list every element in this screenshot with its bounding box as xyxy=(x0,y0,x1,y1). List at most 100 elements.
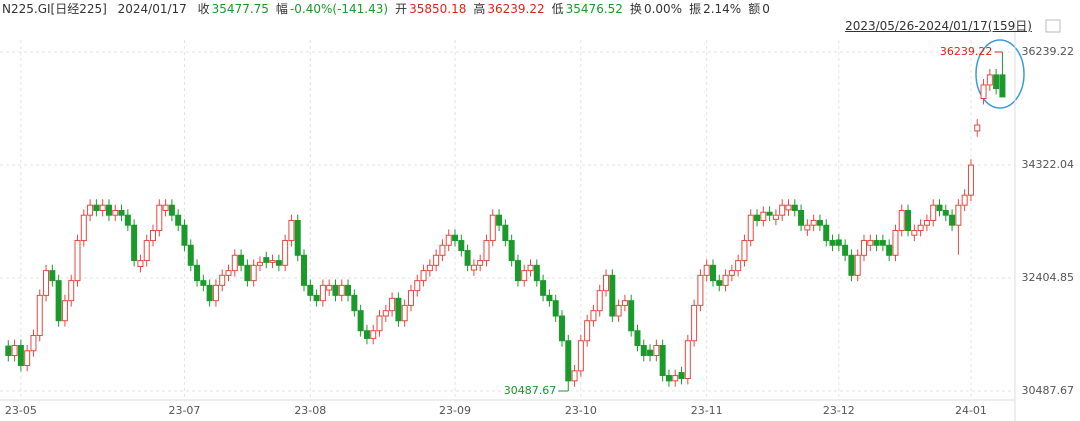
candle-body xyxy=(684,340,691,379)
date: 2024/01/17 xyxy=(117,2,187,16)
candle-body xyxy=(439,244,446,256)
candle-body xyxy=(407,290,414,306)
candle-body xyxy=(942,209,949,216)
candle-body xyxy=(879,240,886,246)
candle-body xyxy=(5,345,12,356)
x-tick-label: 23-11 xyxy=(691,404,723,417)
x-tick-label: 23-07 xyxy=(168,404,200,417)
candle-body xyxy=(640,344,647,356)
candle-body xyxy=(816,220,823,226)
candle-body xyxy=(319,284,326,302)
candle-body xyxy=(357,310,364,332)
candle-body xyxy=(244,264,251,282)
candle-body xyxy=(74,240,81,282)
candle-body xyxy=(483,240,490,262)
field-value: 36239.22 xyxy=(487,2,545,16)
candle-body xyxy=(502,224,509,242)
candle-body xyxy=(68,280,75,302)
candle-body xyxy=(30,334,37,352)
candle-body xyxy=(628,300,635,332)
candle-body xyxy=(181,224,188,246)
candle-body xyxy=(433,254,440,266)
y-tick-label: 36239.22 xyxy=(1022,45,1075,58)
x-tick-label: 23-08 xyxy=(294,404,326,417)
candle-body xyxy=(911,230,918,236)
candle-body xyxy=(250,264,257,282)
candle-body xyxy=(24,350,31,367)
candle-body xyxy=(955,204,962,226)
candle-body xyxy=(370,330,377,339)
candle-body xyxy=(420,270,427,282)
candle-body xyxy=(609,274,616,317)
candle-body xyxy=(527,264,534,272)
candle-body xyxy=(307,284,314,296)
candle-body xyxy=(288,220,295,242)
field-label: 开 xyxy=(395,2,408,16)
candle-body xyxy=(351,294,358,312)
settings-icon[interactable] xyxy=(1045,19,1061,33)
candle-body xyxy=(282,240,289,266)
candle-body xyxy=(477,260,484,266)
candle-body xyxy=(999,74,1006,98)
candle-body xyxy=(892,230,899,256)
x-tick-label: 23-05 xyxy=(5,404,37,417)
candle-body xyxy=(741,240,748,262)
candle-body xyxy=(426,264,433,272)
candle-body xyxy=(986,74,993,86)
candle-body xyxy=(558,315,565,342)
candle-body xyxy=(521,270,528,282)
candle-body xyxy=(49,270,56,282)
quote-field: 高 36239.22 xyxy=(473,2,544,16)
candle-body xyxy=(873,240,880,246)
candle-body xyxy=(854,254,861,276)
candle-body xyxy=(11,344,18,356)
y-tick-label: 32404.85 xyxy=(1022,271,1075,284)
candle-body xyxy=(382,310,389,317)
y-tick-label: 34322.04 xyxy=(1022,158,1075,171)
candle-body xyxy=(722,274,729,286)
candle-body xyxy=(389,297,396,312)
candle-body xyxy=(709,264,716,282)
candle-body xyxy=(150,230,157,242)
candle-body xyxy=(401,304,408,322)
date-range[interactable]: 2023/05/26-2024/01/17(159日) xyxy=(845,19,1032,33)
min-label: 30487.67 xyxy=(504,384,557,397)
candle-body xyxy=(458,240,465,252)
candle-body xyxy=(980,84,987,99)
candle-body xyxy=(747,214,754,242)
candle-body xyxy=(772,214,779,220)
candle-body xyxy=(175,214,182,226)
candle-body xyxy=(294,220,301,256)
candle-body xyxy=(659,344,666,377)
candle-body xyxy=(697,274,704,306)
candle-body xyxy=(470,264,477,271)
field-value: 35850.18 xyxy=(409,2,467,16)
candle-body xyxy=(634,330,641,346)
candle-body xyxy=(219,274,226,286)
candle-body xyxy=(464,250,471,266)
candle-body xyxy=(860,240,867,256)
candle-body xyxy=(728,270,735,276)
candle-body xyxy=(867,240,874,246)
quote-header: N225.GI[日经225] 2024/01/17 收 35477.75 幅 -0.4… xyxy=(2,0,777,18)
candle-body xyxy=(55,280,62,322)
candle-body xyxy=(936,204,943,211)
candle-body xyxy=(225,270,232,276)
candle-body xyxy=(275,260,282,266)
candle-body xyxy=(810,220,817,226)
candle-body xyxy=(785,204,792,211)
candle-body xyxy=(905,209,912,232)
field-value: -0.40%(-141.43) xyxy=(289,2,389,16)
candle-body xyxy=(829,240,836,246)
candle-body xyxy=(187,244,194,266)
candle-body xyxy=(571,370,578,382)
candle-body xyxy=(754,214,761,222)
field-value: 35476.52 xyxy=(565,2,623,16)
candle-body xyxy=(17,344,24,367)
field-value: 35477.75 xyxy=(211,2,269,16)
candle-body xyxy=(848,254,855,276)
candle-body xyxy=(206,284,213,302)
candle-body xyxy=(131,224,138,262)
candle-body xyxy=(332,284,339,296)
